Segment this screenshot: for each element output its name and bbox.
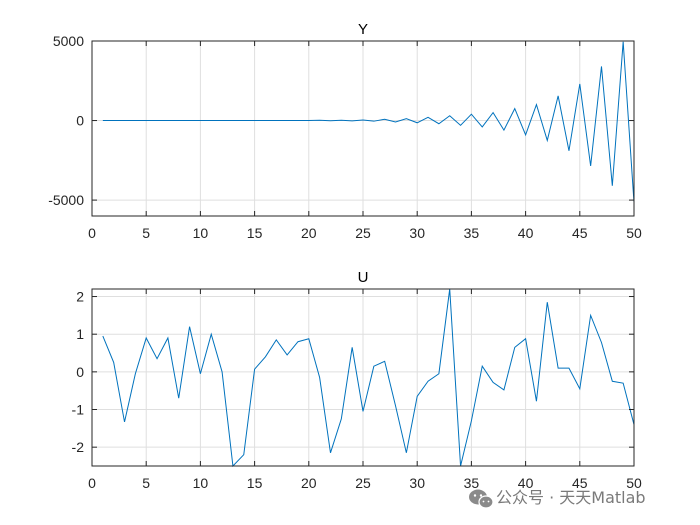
y-xtick-label-40: 40 bbox=[518, 225, 534, 241]
y-xtick-label-5: 5 bbox=[142, 225, 150, 241]
wechat-icon bbox=[469, 489, 494, 509]
u-ytick-label-0: 0 bbox=[76, 364, 84, 380]
y-xtick-label-25: 25 bbox=[355, 225, 371, 241]
y-xtick-label-20: 20 bbox=[301, 225, 317, 241]
u-xtick-label-20: 20 bbox=[301, 475, 317, 491]
u-ytick-label--1: -1 bbox=[72, 402, 85, 418]
y-ytick-label--5000: -5000 bbox=[48, 192, 84, 208]
u-xtick-label-5: 5 bbox=[142, 475, 150, 491]
u-ytick-label-2: 2 bbox=[76, 289, 84, 305]
subplot-u: 0 5 10 15 20 25 30 35 40 45 50 -2 -1 0 1 2 U bbox=[72, 269, 642, 491]
y-ytick-label-5000: 5000 bbox=[53, 33, 84, 49]
watermark: 公众号 · 天天Matlab bbox=[469, 488, 646, 509]
u-ytick-label--2: -2 bbox=[72, 439, 85, 455]
u-xtick-label-35: 35 bbox=[464, 475, 480, 491]
u-xtick-label-15: 15 bbox=[247, 475, 263, 491]
y-ytick-label-0: 0 bbox=[76, 113, 84, 129]
u-xtick-label-40: 40 bbox=[518, 475, 534, 491]
y-xtick-label-0: 0 bbox=[88, 225, 96, 241]
y-xtick-label-30: 30 bbox=[409, 225, 425, 241]
y-plot-title: Y bbox=[358, 21, 368, 38]
u-xtick-label-50: 50 bbox=[626, 475, 642, 491]
subplot-y: 0 5 10 15 20 25 30 35 40 45 50 -5000 0 5000 Y bbox=[48, 21, 642, 241]
y-xtick-label-15: 15 bbox=[247, 225, 263, 241]
u-ytick-label-1: 1 bbox=[76, 326, 84, 342]
u-ticks: 0 5 10 15 20 25 30 35 40 45 50 -2 -1 0 1 2 bbox=[72, 289, 642, 491]
watermark-text: 公众号 · 天天Matlab bbox=[496, 488, 646, 507]
y-ticks: 0 5 10 15 20 25 30 35 40 45 50 -5000 0 5000 bbox=[48, 33, 642, 241]
u-xtick-label-30: 30 bbox=[409, 475, 425, 491]
y-xtick-label-50: 50 bbox=[626, 225, 642, 241]
u-xtick-label-10: 10 bbox=[193, 475, 209, 491]
u-xtick-label-0: 0 bbox=[88, 475, 96, 491]
y-series bbox=[102, 41, 635, 203]
u-plot-title: U bbox=[358, 269, 369, 286]
u-series bbox=[102, 288, 635, 468]
y-series-line-0 bbox=[102, 41, 635, 203]
y-xtick-label-35: 35 bbox=[464, 225, 480, 241]
u-grid bbox=[92, 289, 634, 466]
u-xtick-label-25: 25 bbox=[355, 475, 371, 491]
y-xtick-label-10: 10 bbox=[193, 225, 209, 241]
u-xtick-label-45: 45 bbox=[572, 475, 588, 491]
y-xtick-label-45: 45 bbox=[572, 225, 588, 241]
y-grid bbox=[92, 40, 634, 216]
u-series-line-0 bbox=[102, 288, 635, 468]
